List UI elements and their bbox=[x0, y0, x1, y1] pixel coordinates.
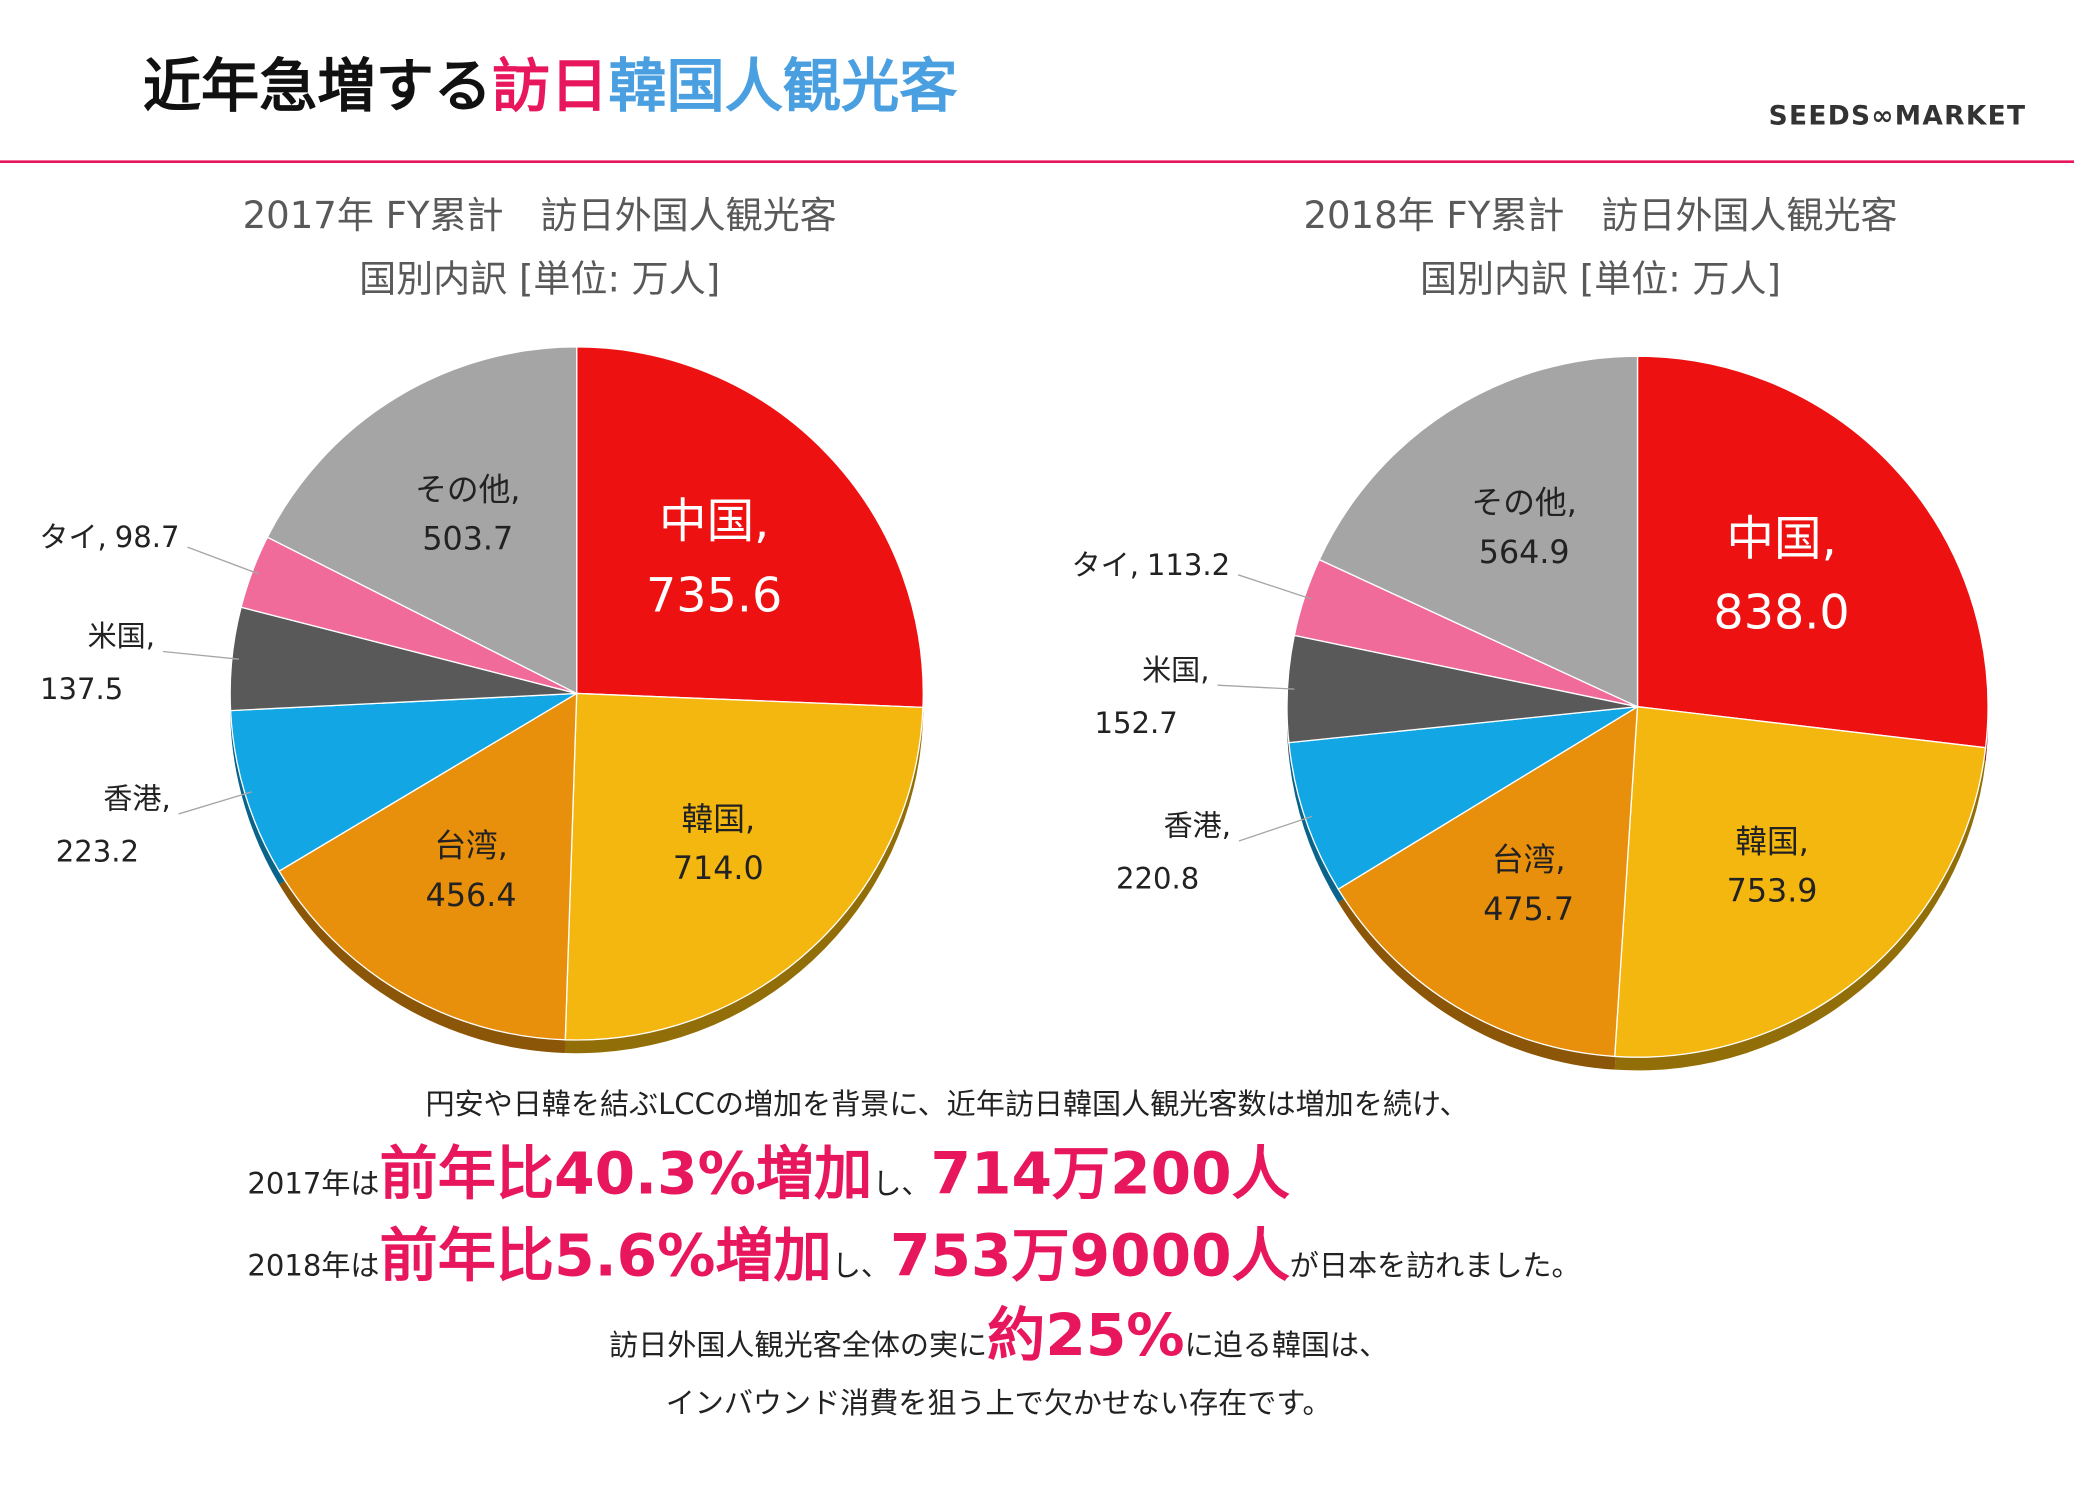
value-label: 456.4 bbox=[426, 878, 517, 914]
logo: SEEDS∞MARKET bbox=[1769, 101, 2027, 132]
value-label: 838.0 bbox=[1713, 586, 1849, 641]
category-label: その他, bbox=[415, 472, 520, 508]
title-part: 訪日 bbox=[492, 52, 608, 120]
category-label: 香港, bbox=[103, 782, 170, 816]
category-label: その他, bbox=[1472, 486, 1577, 522]
chart-title: 2018年 FY累計 訪日外国人観光客 bbox=[1303, 194, 1897, 237]
leader-line bbox=[162, 650, 239, 660]
body-text: インバウンド消費を狙う上で欠かせない存在です。 bbox=[666, 1386, 1332, 1420]
pie-slice bbox=[1614, 705, 1987, 1058]
leader-line bbox=[187, 546, 260, 575]
category-label: 韓国, bbox=[681, 802, 755, 838]
leader-line bbox=[1238, 815, 1313, 842]
body-text: 円安や日韓を結ぶLCCの増加を背景に、近年訪日韓国人観光客数は増加を続け、 bbox=[425, 1087, 1468, 1121]
category-label: 韓国, bbox=[1735, 824, 1809, 860]
body-line: 訪日外国人観光客全体の実に約25%に迫る韓国は、 bbox=[609, 1301, 1388, 1369]
value-label: 152.7 bbox=[1095, 706, 1178, 740]
body-line: インバウンド消費を狙う上で欠かせない存在です。 bbox=[666, 1386, 1332, 1420]
pie-slice bbox=[278, 692, 578, 1041]
category-label: 中国, bbox=[659, 495, 769, 550]
value-label: 714.0 bbox=[673, 851, 764, 887]
chart-title: 国別内訳 [単位: 万人] bbox=[359, 257, 720, 300]
emphasis-text: 714万200人 bbox=[930, 1139, 1289, 1207]
value-label: 503.7 bbox=[422, 522, 513, 558]
leader-line bbox=[1217, 684, 1295, 690]
body-text: し、 bbox=[832, 1248, 890, 1282]
pie-slice bbox=[1636, 355, 1989, 749]
page-title: 近年急増する訪日韓国人観光客 bbox=[143, 52, 958, 120]
category-label: 香港, bbox=[1164, 809, 1231, 843]
emphasis-text: 前年比5.6%増加 bbox=[380, 1221, 832, 1289]
title-part: 韓国人観光客 bbox=[608, 52, 958, 120]
body-text: し、 bbox=[872, 1166, 930, 1200]
pie-slice bbox=[266, 346, 578, 695]
value-label: 220.8 bbox=[1116, 862, 1199, 896]
value-label: 564.9 bbox=[1479, 535, 1570, 571]
body-text: 2017年は bbox=[247, 1166, 379, 1200]
leader-line bbox=[178, 791, 252, 815]
leader-line bbox=[1237, 574, 1312, 600]
body-text: 2018年は bbox=[247, 1248, 379, 1282]
chart-title: 2017年 FY累計 訪日外国人観光客 bbox=[243, 194, 837, 237]
value-label: 753.9 bbox=[1727, 874, 1818, 910]
emphasis-text: 約25% bbox=[987, 1301, 1184, 1369]
category-label: タイ, bbox=[1072, 548, 1139, 582]
body-line: 円安や日韓を結ぶLCCの増加を背景に、近年訪日韓国人観光客数は増加を続け、 bbox=[425, 1087, 1468, 1121]
body-line: 2017年は前年比40.3%増加し、714万200人 bbox=[247, 1139, 1289, 1207]
data-label: タイ, 98.7 bbox=[39, 520, 179, 554]
category-label: 台湾, bbox=[434, 829, 508, 865]
data-label: タイ, 113.2 bbox=[1072, 548, 1231, 582]
value-label: 137.5 bbox=[40, 672, 123, 706]
category-label: 台湾, bbox=[1492, 843, 1566, 879]
category-label: 米国, bbox=[88, 619, 155, 653]
title-part: 近年急増する bbox=[143, 52, 492, 120]
value-label: 735.6 bbox=[646, 568, 782, 623]
category-label: 米国, bbox=[1142, 653, 1209, 687]
value-label: 113.2 bbox=[1147, 548, 1230, 582]
emphasis-text: 753万9000人 bbox=[890, 1221, 1290, 1289]
body-text: 訪日外国人観光客全体の実に bbox=[609, 1328, 987, 1362]
category-label: 中国, bbox=[1726, 512, 1836, 567]
body-text: に迫る韓国は、 bbox=[1185, 1328, 1389, 1362]
pie-slice bbox=[564, 692, 924, 1041]
chart-title: 国別内訳 [単位: 万人] bbox=[1420, 257, 1781, 300]
value-label: 98.7 bbox=[115, 520, 180, 554]
pie-slice bbox=[576, 346, 924, 709]
value-label: 475.7 bbox=[1483, 892, 1574, 928]
body-text: が日本を訪れました。 bbox=[1290, 1248, 1581, 1282]
body-line: 2018年は前年比5.6%増加し、753万9000人が日本を訪れました。 bbox=[247, 1221, 1580, 1289]
category-label: タイ, bbox=[39, 520, 106, 554]
pie-slice bbox=[1337, 705, 1639, 1058]
value-label: 223.2 bbox=[56, 835, 139, 869]
pie-slice bbox=[1318, 355, 1639, 708]
emphasis-text: 前年比40.3%増加 bbox=[380, 1139, 873, 1207]
